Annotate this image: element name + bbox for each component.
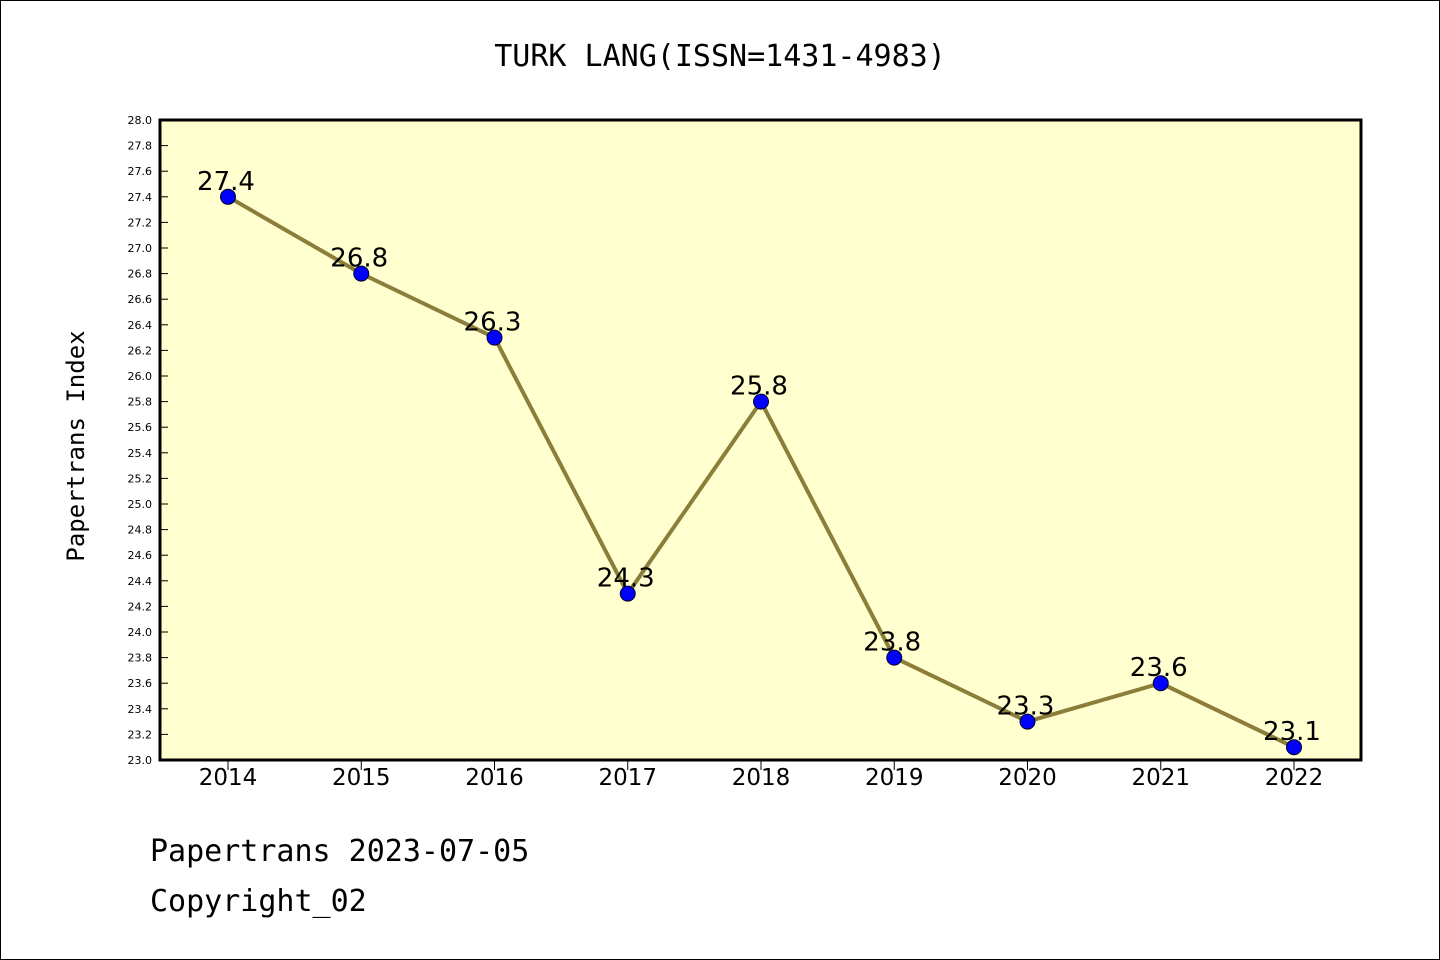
x-tick-label: 2020 [998, 765, 1057, 791]
y-tick-label: 28.0 [128, 114, 153, 127]
data-point [486, 329, 503, 346]
y-tick-label: 23.4 [128, 703, 153, 716]
x-tick-label: 2022 [1265, 765, 1324, 791]
y-tick-label: 23.6 [128, 677, 153, 690]
data-label: 23.6 [1130, 653, 1188, 683]
y-tick-label: 23.0 [128, 754, 153, 767]
data-label: 25.8 [730, 372, 788, 402]
data-point [353, 265, 370, 282]
y-tick-label: 23.2 [128, 728, 153, 741]
x-tick-label: 2018 [732, 765, 791, 791]
y-axis-label: Papertrans Index [62, 330, 90, 561]
y-tick-label: 27.8 [128, 140, 153, 153]
data-point [753, 393, 769, 410]
y-tick-label: 24.0 [128, 626, 153, 639]
data-label: 23.8 [863, 628, 921, 658]
y-tick-label: 25.2 [128, 472, 153, 485]
data-label: 26.8 [330, 244, 388, 274]
y-tick-label: 26.8 [128, 268, 153, 281]
y-tick-label: 25.8 [128, 396, 153, 409]
data-point [1019, 713, 1036, 730]
y-tick-label: 27.0 [128, 242, 153, 255]
x-axis-ticks: 2014 2015 2016 2017 2018 2019 2020 2021 2022 [199, 760, 1324, 791]
chart-title: TURK LANG(ISSN=1431-4983) [494, 39, 946, 74]
y-tick-label: 25.4 [128, 447, 153, 460]
data-point [1152, 675, 1169, 692]
x-tick-label: 2017 [598, 765, 657, 791]
y-tick-label: 27.6 [128, 165, 153, 178]
y-tick-label: 23.8 [128, 652, 153, 665]
x-tick-label: 2016 [465, 765, 524, 791]
data-labels: 27.4 26.8 26.3 24.3 25.8 23.8 23.3 23.6 23.1 [197, 167, 1321, 747]
data-label: 23.3 [997, 692, 1055, 722]
x-tick-label: 2019 [865, 765, 924, 791]
x-tick-label: 2021 [1131, 765, 1190, 791]
y-axis-ticks: 23.0 23.2 23.4 23.6 23.8 24.0 24.2 24.4 24.6 24.8… [128, 114, 168, 767]
data-label: 23.1 [1263, 717, 1321, 747]
x-tick-label: 2014 [199, 765, 258, 791]
data-label: 26.3 [464, 308, 522, 338]
y-tick-label: 25.6 [128, 421, 153, 434]
data-point [220, 188, 236, 205]
y-tick-label: 27.2 [128, 216, 153, 229]
data-point [886, 649, 903, 666]
y-tick-label: 24.6 [128, 549, 153, 562]
y-tick-label: 26.0 [128, 370, 153, 383]
plot-border [158, 118, 1363, 762]
y-tick-label: 25.0 [128, 498, 153, 511]
data-label: 24.3 [597, 564, 655, 594]
y-tick-label: 24.2 [128, 600, 153, 613]
x-tick-label: 2015 [332, 765, 391, 791]
data-point [1286, 739, 1302, 756]
y-tick-label: 26.2 [128, 344, 153, 357]
footer-date: Papertrans 2023-07-05 [150, 834, 530, 869]
y-tick-label: 24.8 [128, 524, 153, 537]
plot-area [160, 120, 1361, 760]
footer-copyright: Copyright_02 [150, 884, 367, 919]
data-label: 27.4 [197, 167, 255, 197]
y-tick-label: 24.4 [128, 575, 153, 588]
y-tick-label: 26.6 [128, 293, 153, 306]
y-tick-label: 26.4 [128, 319, 153, 332]
data-point [619, 585, 636, 602]
data-markers [220, 188, 1302, 756]
y-tick-label: 27.4 [128, 191, 153, 204]
